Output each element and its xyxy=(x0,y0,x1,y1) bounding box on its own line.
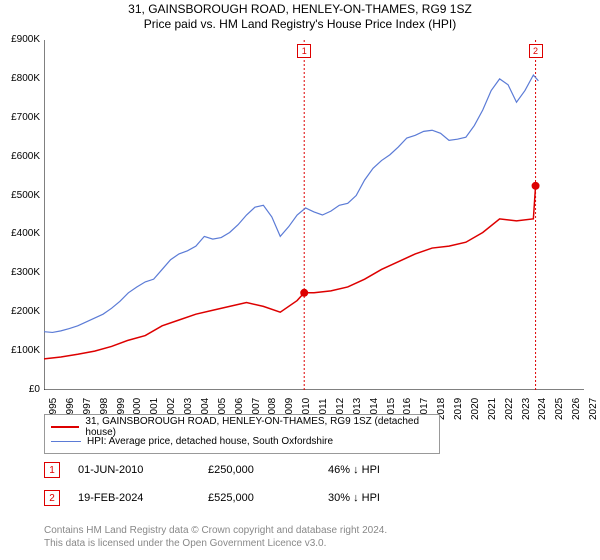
chart-svg xyxy=(44,40,584,390)
sale-number: 2 xyxy=(49,493,55,504)
attribution-line: Contains HM Land Registry data © Crown c… xyxy=(44,524,387,537)
sale-row: 1 01-JUN-2010 £250,000 46% ↓ HPI xyxy=(44,462,380,478)
attribution: Contains HM Land Registry data © Crown c… xyxy=(44,524,387,550)
legend-swatch xyxy=(51,426,79,428)
sale-price: £525,000 xyxy=(208,492,328,504)
sale-diff: 30% ↓ HPI xyxy=(328,492,380,504)
sale-row: 2 19-FEB-2024 £525,000 30% ↓ HPI xyxy=(44,490,380,506)
legend-item: 31, GAINSBOROUGH ROAD, HENLEY-ON-THAMES,… xyxy=(51,419,433,434)
legend-label: 31, GAINSBOROUGH ROAD, HENLEY-ON-THAMES,… xyxy=(85,416,433,438)
sale-marker-box: 1 xyxy=(44,462,60,478)
chart-area xyxy=(44,40,584,390)
sale-diff: 46% ↓ HPI xyxy=(328,464,380,476)
sale-price: £250,000 xyxy=(208,464,328,476)
chart-title-1: 31, GAINSBOROUGH ROAD, HENLEY-ON-THAMES,… xyxy=(0,2,600,16)
chart-title-2: Price paid vs. HM Land Registry's House … xyxy=(0,17,600,31)
legend: 31, GAINSBOROUGH ROAD, HENLEY-ON-THAMES,… xyxy=(44,414,440,454)
sale-date: 19-FEB-2024 xyxy=(78,492,208,504)
legend-swatch xyxy=(51,441,81,443)
sale-number: 1 xyxy=(49,465,55,476)
legend-label: HPI: Average price, detached house, Sout… xyxy=(87,436,333,447)
sale-date: 01-JUN-2010 xyxy=(78,464,208,476)
attribution-line: This data is licensed under the Open Gov… xyxy=(44,537,387,550)
sale-marker-box: 2 xyxy=(44,490,60,506)
